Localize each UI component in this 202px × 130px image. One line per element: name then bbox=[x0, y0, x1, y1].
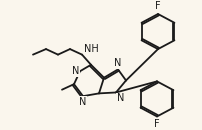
Text: N: N bbox=[117, 93, 124, 103]
Text: N: N bbox=[114, 58, 122, 69]
Text: NH: NH bbox=[84, 44, 99, 54]
Text: N: N bbox=[72, 66, 79, 76]
Text: F: F bbox=[155, 1, 161, 11]
Text: F: F bbox=[154, 119, 160, 129]
Text: N: N bbox=[79, 97, 87, 107]
